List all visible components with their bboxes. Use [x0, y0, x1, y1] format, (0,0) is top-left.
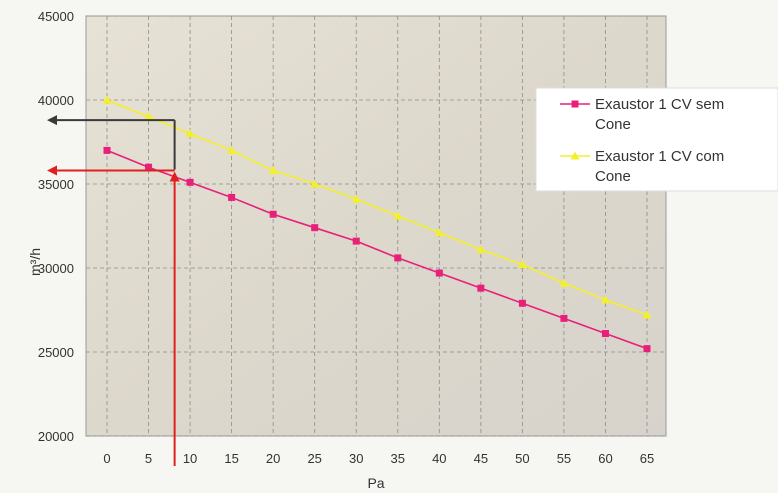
legend-marker-com-cone — [570, 151, 580, 160]
series-1-point-10 — [517, 260, 527, 269]
x-tick-label-8: 40 — [432, 451, 446, 466]
annotation-1-arrowhead-left — [47, 165, 57, 176]
series-1-point-8 — [434, 228, 444, 237]
series-1-point-6 — [351, 194, 361, 203]
y-tick-label-0: 20000 — [38, 429, 74, 444]
x-tick-label-6: 30 — [349, 451, 363, 466]
x-tick-label-2: 10 — [183, 451, 197, 466]
annotation-0-arrowhead-left — [47, 115, 57, 126]
series-0-point-0 — [103, 146, 111, 154]
x-tick-label-3: 15 — [224, 451, 238, 466]
series-0-point-6 — [352, 237, 360, 245]
series-0-point-7 — [394, 254, 402, 262]
series-1-point-2 — [185, 129, 195, 138]
x-tick-label-0: 0 — [103, 451, 110, 466]
x-tick-label-9: 45 — [474, 451, 488, 466]
series-0-point-12 — [601, 330, 609, 338]
x-tick-label-10: 50 — [515, 451, 529, 466]
x-tick-label-4: 20 — [266, 451, 280, 466]
series-0-point-11 — [560, 314, 568, 322]
legend: Exaustor 1 CV sem Cone Exaustor 1 CV com… — [535, 87, 778, 192]
series-1-point-12 — [600, 295, 610, 304]
series-0-point-5 — [311, 224, 319, 232]
series-0-point-4 — [269, 210, 277, 218]
x-tick-label-11: 55 — [557, 451, 571, 466]
series-1-point-4 — [268, 166, 278, 175]
series-line-1 — [106, 99, 648, 316]
annotation-layer — [47, 115, 180, 466]
x-tick-label-5: 25 — [307, 451, 321, 466]
series-0-point-1 — [145, 163, 153, 171]
annotation-1-arrowhead-up — [169, 171, 180, 182]
series-layer — [102, 95, 652, 353]
y-tick-label-4: 40000 — [38, 93, 74, 108]
series-1-point-13 — [642, 310, 652, 319]
y-tick-label-1: 25000 — [38, 345, 74, 360]
y-axis-label: m³/h — [27, 248, 43, 276]
x-tick-label-13: 65 — [640, 451, 654, 466]
y-axis-ticks: 20000 25000 30000 35000 40000 45000 — [38, 9, 74, 444]
series-1-point-9 — [476, 245, 486, 254]
legend-label-sem-cone-line2: Cone — [595, 116, 631, 133]
series-1-point-11 — [559, 278, 569, 287]
x-tick-label-7: 35 — [391, 451, 405, 466]
series-1-point-1 — [144, 112, 154, 121]
x-axis-ticks: 0 5 10 15 20 25 30 35 40 45 50 55 60 65 — [103, 451, 654, 466]
series-1-point-0 — [102, 95, 112, 104]
legend-marker-sem-cone — [571, 100, 579, 108]
y-tick-label-5: 45000 — [38, 9, 74, 24]
series-1-point-5 — [310, 179, 320, 188]
plot-area — [85, 15, 667, 437]
series-0-point-2 — [186, 178, 194, 186]
series-0-point-8 — [435, 269, 443, 277]
y-tick-label-3: 35000 — [38, 177, 74, 192]
series-0-point-9 — [477, 284, 485, 292]
series-line-0 — [106, 149, 648, 350]
series-1-point-3 — [227, 145, 237, 154]
x-tick-label-1: 5 — [145, 451, 152, 466]
x-tick-label-12: 60 — [598, 451, 612, 466]
y-tick-label-2: 30000 — [38, 261, 74, 276]
x-axis-label: Pa — [367, 475, 384, 491]
series-0-point-13 — [643, 345, 651, 353]
legend-label-com-cone-line2: Cone — [595, 168, 631, 185]
legend-label-sem-cone: Exaustor 1 CV sem — [595, 96, 724, 113]
series-0-point-10 — [518, 299, 526, 307]
series-0-point-3 — [228, 193, 236, 201]
series-1-point-7 — [393, 211, 403, 220]
legend-label-com-cone: Exaustor 1 CV com — [595, 148, 724, 165]
